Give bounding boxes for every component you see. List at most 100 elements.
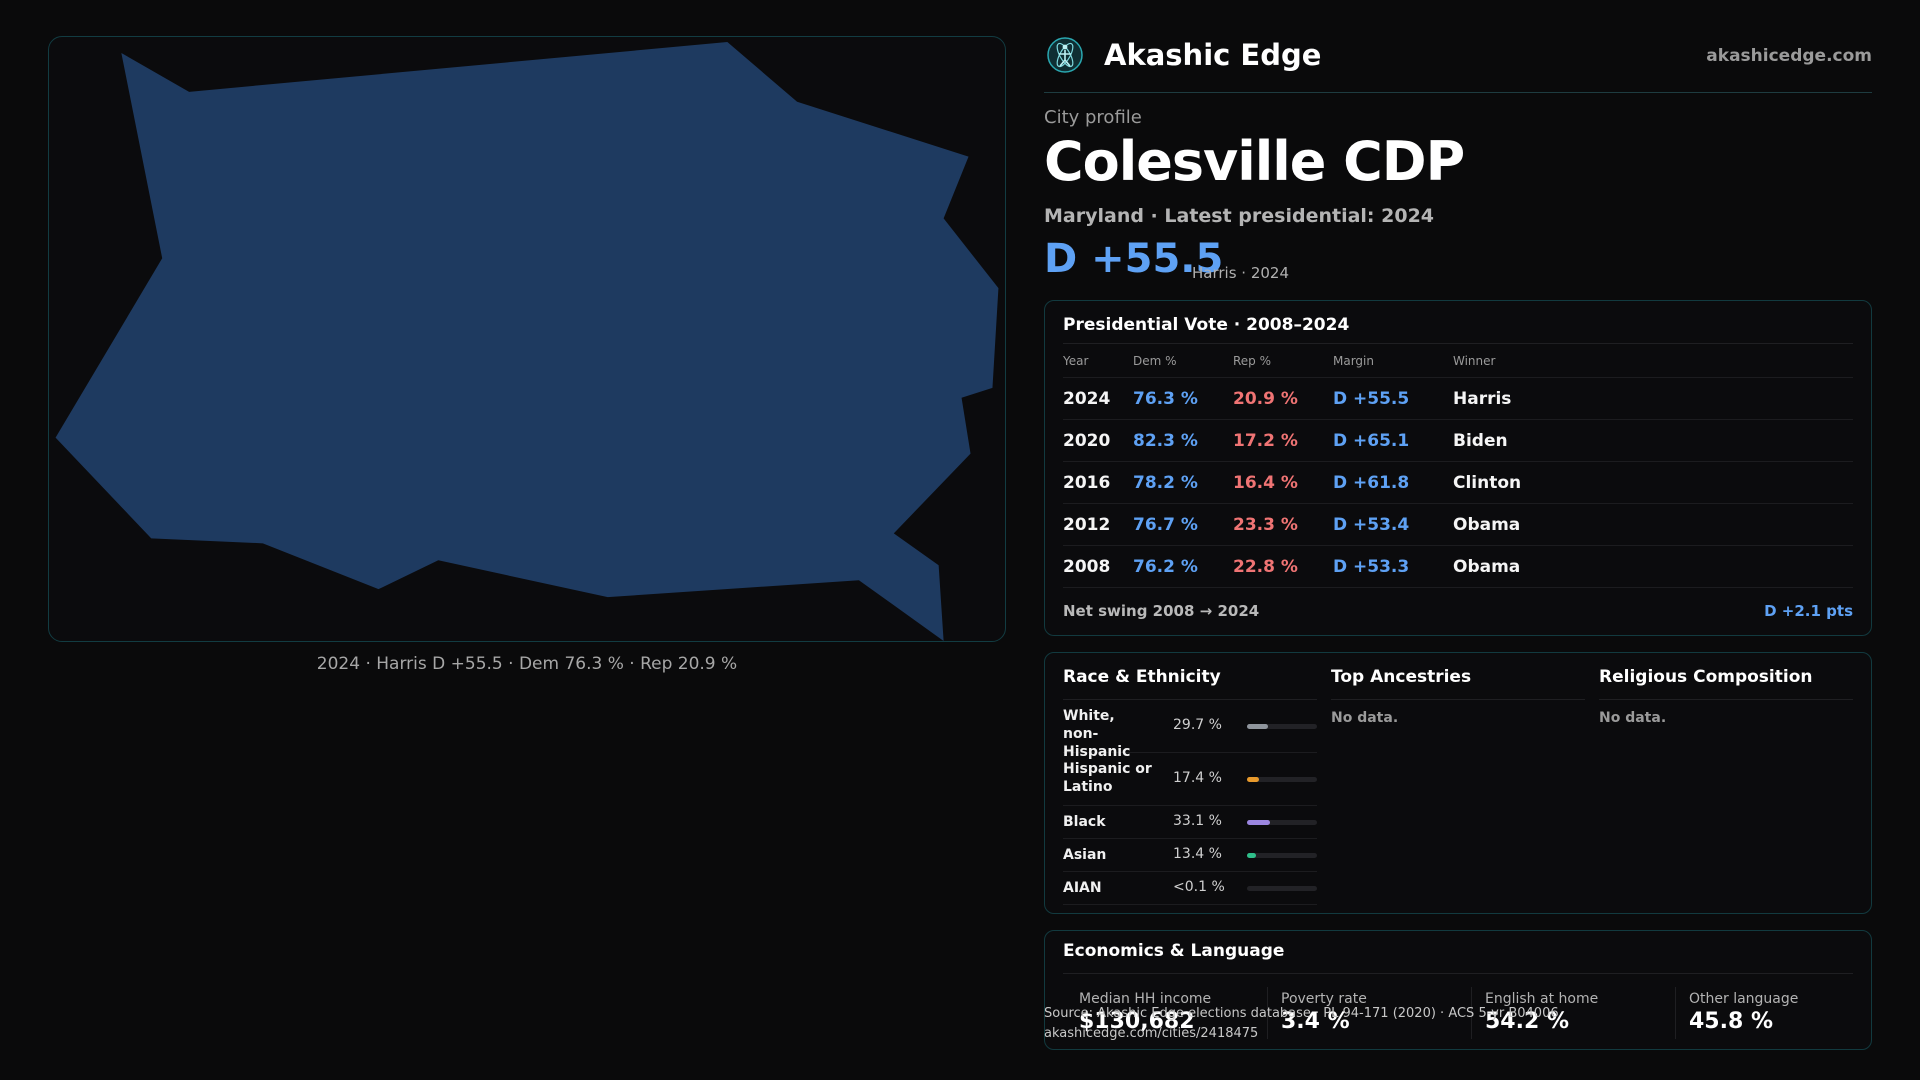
- cell-winner: Clinton: [1453, 473, 1522, 493]
- empty-state: No data.: [1599, 710, 1667, 726]
- top-ancestries-section: Top Ancestries No data.: [1331, 667, 1585, 726]
- latest-margin-note: Harris · 2024: [1192, 264, 1290, 282]
- source-note: Source: Akashic Edge elections database …: [1044, 1006, 1559, 1021]
- race-row: Asian 13.4 %: [1063, 839, 1317, 872]
- profile-panel: Akashic Edge akashicedge.com City profil…: [1044, 0, 1872, 1080]
- section-title: Race & Ethnicity: [1063, 667, 1317, 700]
- race-label: Hispanic or Latino: [1063, 761, 1152, 795]
- race-percent: 29.7 %: [1173, 717, 1222, 733]
- stat-value: $130,682: [1079, 1009, 1195, 1034]
- brand-header: Akashic Edge akashicedge.com: [1044, 34, 1872, 93]
- cell-winner: Harris: [1453, 389, 1512, 409]
- race-bar-track: [1247, 777, 1317, 782]
- cell-year: 2020: [1063, 431, 1111, 451]
- race-label: Black: [1063, 814, 1106, 830]
- table-row: 2016 78.2 % 16.4 % D +61.8 Clinton: [1063, 462, 1853, 504]
- race-row: AIAN <0.1 %: [1063, 872, 1317, 905]
- cell-margin: D +53.3: [1333, 557, 1410, 577]
- net-swing-label: Net swing 2008 → 2024: [1063, 602, 1260, 620]
- column-header-rep: Rep %: [1233, 354, 1272, 368]
- race-label: White, non-Hispanic: [1063, 708, 1131, 760]
- cell-winner: Obama: [1453, 515, 1521, 535]
- race-row: White, non-Hispanic 29.7 %: [1063, 700, 1317, 760]
- race-percent: 33.1 %: [1173, 813, 1222, 829]
- stat-median-income: Median HH income $130,682: [1079, 991, 1279, 1034]
- map-caption: 2024 · Harris D +55.5 · Dem 76.3 % · Rep…: [316, 654, 738, 674]
- card-title: Economics & Language: [1063, 941, 1853, 974]
- cell-rep: 16.4 %: [1233, 473, 1298, 493]
- table-header: Year Dem % Rep % Margin Winner: [1063, 349, 1853, 378]
- cell-rep: 20.9 %: [1233, 389, 1298, 409]
- cell-year: 2016: [1063, 473, 1111, 493]
- cell-margin: D +53.4: [1333, 515, 1410, 535]
- column-header-dem: Dem %: [1133, 354, 1177, 368]
- economics-card: Economics & Language Median HH income $1…: [1044, 930, 1872, 1050]
- table-row: 2008 76.2 % 22.8 % D +53.3 Obama: [1063, 546, 1853, 588]
- stat-english-at-home: English at home 54.2 %: [1485, 991, 1685, 1034]
- cell-winner: Biden: [1453, 431, 1508, 451]
- race-row: Black 33.1 %: [1063, 806, 1317, 839]
- cell-year: 2024: [1063, 389, 1111, 409]
- cell-dem: 82.3 %: [1133, 431, 1198, 451]
- card-title: Presidential Vote · 2008–2024: [1063, 315, 1853, 344]
- race-label: Asian: [1063, 847, 1107, 863]
- cell-dem: 76.7 %: [1133, 515, 1198, 535]
- race-percent: <0.1 %: [1173, 879, 1225, 895]
- stat-poverty-rate: Poverty rate 3.4 %: [1281, 991, 1481, 1034]
- page-subtitle: Maryland · Latest presidential: 2024: [1044, 205, 1435, 227]
- city-boundary-map: [55, 41, 999, 641]
- column-header-winner: Winner: [1453, 354, 1496, 368]
- city-boundary-shape: [55, 41, 999, 641]
- race-percent: 13.4 %: [1173, 846, 1222, 862]
- cell-year: 2012: [1063, 515, 1111, 535]
- cell-winner: Obama: [1453, 557, 1521, 577]
- race-percent: 17.4 %: [1173, 770, 1222, 786]
- stat-value: 3.4 %: [1281, 1009, 1350, 1034]
- section-title: Religious Composition: [1599, 667, 1853, 700]
- empty-state: No data.: [1331, 710, 1399, 726]
- page-kicker: City profile: [1044, 107, 1142, 128]
- table-row: 2024 76.3 % 20.9 % D +55.5 Harris: [1063, 378, 1853, 420]
- stat-divider: [1267, 987, 1268, 1039]
- race-bar-track: [1247, 886, 1317, 891]
- cell-year: 2008: [1063, 557, 1111, 577]
- race-bar-track: [1247, 724, 1317, 729]
- demographics-card: Race & Ethnicity White, non-Hispanic 29.7…: [1044, 652, 1872, 914]
- cell-rep: 17.2 %: [1233, 431, 1298, 451]
- latest-margin: D +55.5: [1044, 236, 1224, 282]
- brand-url-link[interactable]: akashicedge.com: [1706, 46, 1872, 66]
- race-bar-track: [1247, 820, 1317, 825]
- race-ethnicity-section: Race & Ethnicity White, non-Hispanic 29.7…: [1063, 667, 1317, 905]
- stat-value: 54.2 %: [1485, 1009, 1569, 1034]
- brand-name: Akashic Edge: [1104, 38, 1322, 72]
- stat-label: Poverty rate: [1281, 991, 1367, 1007]
- net-swing-value: D +2.1 pts: [1764, 602, 1853, 620]
- stat-value: 45.8 %: [1689, 1009, 1773, 1034]
- stat-divider: [1471, 987, 1472, 1039]
- map-panel[interactable]: [48, 36, 1006, 642]
- cell-margin: D +61.8: [1333, 473, 1410, 493]
- race-row: Hispanic or Latino 17.4 %: [1063, 753, 1317, 806]
- source-url-link[interactable]: akashicedge.com/cities/2418475: [1044, 1026, 1259, 1041]
- cell-dem: 78.2 %: [1133, 473, 1198, 493]
- race-bar-fill: [1247, 724, 1268, 729]
- column-header-year: Year: [1063, 354, 1089, 368]
- cell-rep: 23.3 %: [1233, 515, 1298, 535]
- atom-figure-icon: [1047, 37, 1083, 73]
- section-title: Top Ancestries: [1331, 667, 1585, 700]
- race-bar-track: [1247, 853, 1317, 858]
- cell-rep: 22.8 %: [1233, 557, 1298, 577]
- stat-label: Median HH income: [1079, 991, 1212, 1007]
- table-row: 2012 76.7 % 23.3 % D +53.4 Obama: [1063, 504, 1853, 546]
- race-label: AIAN: [1063, 880, 1102, 896]
- race-bar-fill: [1247, 853, 1257, 858]
- race-bar-fill: [1247, 820, 1271, 825]
- race-list: White, non-Hispanic 29.7 % Hispanic or Lat…: [1063, 700, 1317, 905]
- stat-other-language: Other language 45.8 %: [1689, 991, 1889, 1034]
- cell-margin: D +65.1: [1333, 431, 1410, 451]
- table-row: 2020 82.3 % 17.2 % D +65.1 Biden: [1063, 420, 1853, 462]
- presidential-vote-card: Presidential Vote · 2008–2024 Year Dem %…: [1044, 300, 1872, 636]
- religious-composition-section: Religious Composition No data.: [1599, 667, 1853, 726]
- stat-label: Other language: [1689, 991, 1799, 1007]
